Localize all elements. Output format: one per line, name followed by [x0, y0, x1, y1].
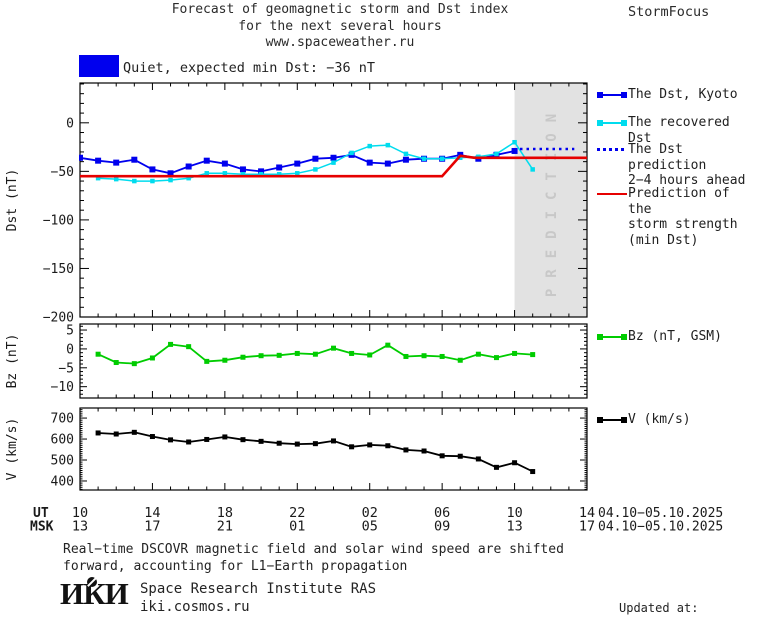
xtick-label: 13	[506, 519, 522, 535]
updated-at-label: Updated at:	[619, 601, 699, 615]
v-marker-icon	[597, 416, 627, 423]
y-axis-title-bz: Bz (nT)	[5, 334, 20, 389]
xtick-label: 05	[362, 519, 378, 535]
storm-prediction-marker-icon	[597, 190, 627, 197]
xtick-label: 10	[72, 505, 88, 521]
panel-v: 700 600 500 400 V (km/s)	[5, 407, 588, 491]
xtick-label: 10	[506, 505, 522, 521]
footnote: Real−time DSCOVR magnetic field and sola…	[63, 541, 564, 575]
xtick-label: 22	[289, 505, 305, 521]
ytick-label-dst: −150	[43, 262, 74, 277]
ytick-label-bz: 0	[66, 342, 74, 357]
ytick-label-dst: 0	[66, 116, 74, 131]
legend-label-line: storm strength	[628, 217, 738, 232]
ytick-label-bz: −5	[58, 361, 74, 376]
satellite-dish-icon	[87, 577, 97, 587]
y-axis-title-v: V (km/s)	[5, 418, 20, 481]
ytick-label-v: 400	[51, 474, 74, 489]
title-line-1: Forecast of geomagnetic storm and Dst in…	[171, 2, 509, 17]
footnote-line-1: Real−time DSCOVR magnetic field and sola…	[63, 542, 564, 557]
legend-label: The Dst prediction 2−4 hours ahead	[628, 142, 760, 189]
series-dst-3	[80, 154, 587, 178]
legend-label: Prediction of the storm strength (min Ds…	[628, 186, 760, 248]
xtick-label: 09	[434, 519, 450, 535]
ytick-label-dst: −100	[43, 213, 74, 228]
legend-label: The recovered Dst	[628, 115, 730, 146]
panel-dst: PREDICTION 0 −50 −100 −150 −200 Dst (nT)	[5, 82, 588, 326]
legend-label: The Dst, Kyoto	[628, 87, 738, 102]
bz-marker-icon	[597, 333, 627, 340]
legend-label: V (km/s)	[628, 412, 691, 427]
x-axis-row-label: MSK	[30, 520, 54, 535]
xtick-label: 14	[144, 505, 160, 521]
xtick-label: 02	[362, 505, 378, 521]
storm-status-label: Quiet, expected min Dst: −36 nT	[123, 60, 375, 76]
legend-label: Bz (nT, GSM)	[628, 329, 722, 344]
xtick-label: 17	[144, 519, 160, 535]
xtick-label: 18	[217, 505, 233, 521]
ytick-label-bz: −10	[51, 380, 74, 395]
dst-prediction-marker-icon	[597, 146, 627, 153]
legend-label-line: Prediction of the	[628, 186, 730, 217]
chart-title: Forecast of geomagnetic storm and Dst in…	[120, 2, 560, 52]
xtick-label: 14	[579, 505, 595, 521]
legend-item-v: V (km/s)	[597, 412, 691, 428]
storm-level-indicator	[79, 55, 119, 77]
iki-logo: ИКИ	[60, 576, 130, 612]
updated-at-block: Updated at: UT 10:05, 05.10.2025 MSK 13:…	[604, 565, 756, 620]
legend-item-dst-prediction: The Dst prediction 2−4 hours ahead	[597, 142, 760, 189]
institute-name: Space Research Institute RAS	[140, 581, 377, 597]
series-v-0	[98, 431, 534, 473]
brand-stormfocus: StormFocus	[628, 4, 710, 20]
x-axis-row-label: UT	[33, 506, 49, 521]
xtick-label: 21	[217, 519, 233, 535]
legend-item-recovered-dst: The recovered Dst	[597, 115, 760, 146]
y-axis-title-dst: Dst (nT)	[5, 169, 20, 232]
xtick-label: 17	[579, 519, 595, 535]
date-range-label: 04.10−05.10.2025	[598, 520, 723, 535]
legend-item-storm-prediction: Prediction of the storm strength (min Ds…	[597, 186, 760, 248]
ytick-label-v: 700	[51, 412, 74, 427]
legend-item-bz: Bz (nT, GSM)	[597, 329, 722, 345]
xtick-label: 06	[434, 505, 450, 521]
ytick-label-dst: −200	[43, 311, 74, 326]
xtick-label: 01	[289, 519, 305, 535]
legend-label-line: (min Dst)	[628, 232, 699, 248]
ytick-label-v: 500	[51, 454, 74, 469]
dst-kyoto-marker-icon	[597, 91, 627, 98]
legend-item-dst-kyoto: The Dst, Kyoto	[597, 87, 738, 103]
site-url: www.spaceweather.ru	[265, 35, 415, 50]
legend-label-line: 2−4 hours ahead	[628, 173, 746, 188]
xtick-label: 13	[72, 519, 88, 535]
date-range-label: 04.10−05.10.2025	[598, 506, 723, 521]
recovered-dst-marker-icon	[597, 119, 627, 126]
institute-url: iki.cosmos.ru	[140, 599, 250, 615]
panel-bz: 5 0 −5 −10 Bz (nT)	[5, 323, 588, 399]
title-line-2: for the next several hours	[238, 18, 442, 34]
footnote-line-2: forward, accounting for L1−Earth propaga…	[63, 559, 408, 574]
prediction-band-label: PREDICTION	[544, 103, 560, 297]
ytick-label-bz: 5	[66, 324, 74, 339]
prediction-band	[514, 83, 587, 317]
legend-label-line: The Dst prediction	[628, 142, 707, 173]
ytick-label-dst: −50	[51, 165, 74, 180]
ytick-label-v: 600	[51, 433, 74, 448]
